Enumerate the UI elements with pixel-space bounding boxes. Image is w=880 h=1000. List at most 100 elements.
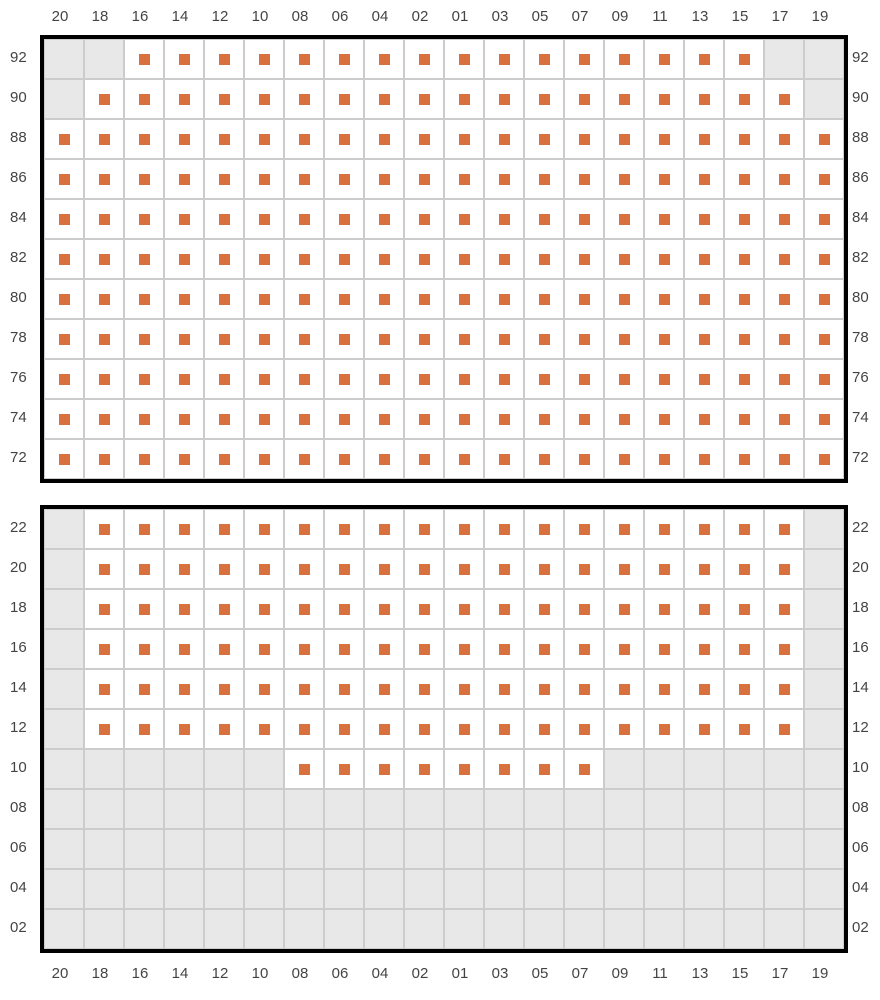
seat-cell[interactable] xyxy=(404,39,444,79)
seat-cell[interactable] xyxy=(724,589,764,629)
seat-cell[interactable] xyxy=(484,399,524,439)
seat-cell[interactable] xyxy=(284,439,324,479)
seat-cell[interactable] xyxy=(324,159,364,199)
seat-cell[interactable] xyxy=(404,629,444,669)
seat-cell[interactable] xyxy=(284,159,324,199)
seat-cell[interactable] xyxy=(484,439,524,479)
seat-cell[interactable] xyxy=(164,199,204,239)
seat-cell[interactable] xyxy=(284,629,324,669)
seat-cell[interactable] xyxy=(684,119,724,159)
seat-cell[interactable] xyxy=(84,359,124,399)
seat-cell[interactable] xyxy=(44,119,84,159)
seat-cell[interactable] xyxy=(364,79,404,119)
seat-cell[interactable] xyxy=(124,589,164,629)
seat-cell[interactable] xyxy=(724,629,764,669)
seat-cell[interactable] xyxy=(444,199,484,239)
seat-cell[interactable] xyxy=(564,589,604,629)
seat-cell[interactable] xyxy=(44,239,84,279)
seat-cell[interactable] xyxy=(564,439,604,479)
seat-cell[interactable] xyxy=(644,439,684,479)
seat-cell[interactable] xyxy=(724,509,764,549)
seat-cell[interactable] xyxy=(364,669,404,709)
seat-cell[interactable] xyxy=(764,79,804,119)
seat-cell[interactable] xyxy=(644,359,684,399)
seat-cell[interactable] xyxy=(164,549,204,589)
seat-cell[interactable] xyxy=(724,279,764,319)
seat-cell[interactable] xyxy=(244,589,284,629)
seat-cell[interactable] xyxy=(524,589,564,629)
seat-cell[interactable] xyxy=(284,119,324,159)
seat-cell[interactable] xyxy=(684,629,724,669)
seat-cell[interactable] xyxy=(244,319,284,359)
seat-cell[interactable] xyxy=(804,279,844,319)
seat-cell[interactable] xyxy=(164,709,204,749)
seat-cell[interactable] xyxy=(84,159,124,199)
seat-cell[interactable] xyxy=(364,239,404,279)
seat-cell[interactable] xyxy=(164,119,204,159)
seat-cell[interactable] xyxy=(684,709,724,749)
seat-cell[interactable] xyxy=(364,399,404,439)
seat-cell[interactable] xyxy=(164,39,204,79)
seat-cell[interactable] xyxy=(764,119,804,159)
seat-cell[interactable] xyxy=(284,709,324,749)
seat-cell[interactable] xyxy=(644,79,684,119)
seat-cell[interactable] xyxy=(244,359,284,399)
seat-cell[interactable] xyxy=(564,79,604,119)
seat-cell[interactable] xyxy=(724,709,764,749)
seat-cell[interactable] xyxy=(764,399,804,439)
seat-cell[interactable] xyxy=(804,199,844,239)
seat-cell[interactable] xyxy=(404,399,444,439)
seat-cell[interactable] xyxy=(484,159,524,199)
seat-cell[interactable] xyxy=(604,119,644,159)
seat-cell[interactable] xyxy=(724,79,764,119)
seat-cell[interactable] xyxy=(604,669,644,709)
seat-cell[interactable] xyxy=(284,669,324,709)
seat-cell[interactable] xyxy=(644,399,684,439)
seat-cell[interactable] xyxy=(404,439,444,479)
seat-cell[interactable] xyxy=(564,749,604,789)
seat-cell[interactable] xyxy=(364,549,404,589)
seat-cell[interactable] xyxy=(564,549,604,589)
seat-cell[interactable] xyxy=(164,359,204,399)
seat-cell[interactable] xyxy=(444,399,484,439)
seat-cell[interactable] xyxy=(364,199,404,239)
seat-cell[interactable] xyxy=(484,279,524,319)
seat-cell[interactable] xyxy=(404,119,444,159)
seat-cell[interactable] xyxy=(284,39,324,79)
seat-cell[interactable] xyxy=(484,319,524,359)
seat-cell[interactable] xyxy=(604,279,644,319)
seat-cell[interactable] xyxy=(764,199,804,239)
seat-cell[interactable] xyxy=(164,319,204,359)
seat-cell[interactable] xyxy=(244,159,284,199)
seat-cell[interactable] xyxy=(244,629,284,669)
seat-cell[interactable] xyxy=(444,589,484,629)
seat-cell[interactable] xyxy=(364,359,404,399)
seat-cell[interactable] xyxy=(164,239,204,279)
seat-cell[interactable] xyxy=(44,319,84,359)
seat-cell[interactable] xyxy=(764,709,804,749)
seat-cell[interactable] xyxy=(84,629,124,669)
seat-cell[interactable] xyxy=(244,509,284,549)
seat-cell[interactable] xyxy=(284,79,324,119)
seat-cell[interactable] xyxy=(644,709,684,749)
seat-cell[interactable] xyxy=(484,119,524,159)
seat-cell[interactable] xyxy=(444,439,484,479)
seat-cell[interactable] xyxy=(124,629,164,669)
seat-cell[interactable] xyxy=(444,279,484,319)
seat-cell[interactable] xyxy=(444,359,484,399)
seat-cell[interactable] xyxy=(204,119,244,159)
seat-cell[interactable] xyxy=(604,199,644,239)
seat-cell[interactable] xyxy=(564,669,604,709)
seat-cell[interactable] xyxy=(364,629,404,669)
seat-cell[interactable] xyxy=(284,549,324,589)
seat-cell[interactable] xyxy=(204,439,244,479)
seat-cell[interactable] xyxy=(44,439,84,479)
seat-cell[interactable] xyxy=(724,399,764,439)
seat-cell[interactable] xyxy=(644,509,684,549)
seat-cell[interactable] xyxy=(684,239,724,279)
seat-cell[interactable] xyxy=(364,319,404,359)
seat-cell[interactable] xyxy=(324,589,364,629)
seat-cell[interactable] xyxy=(84,239,124,279)
seat-cell[interactable] xyxy=(364,509,404,549)
seat-cell[interactable] xyxy=(444,709,484,749)
